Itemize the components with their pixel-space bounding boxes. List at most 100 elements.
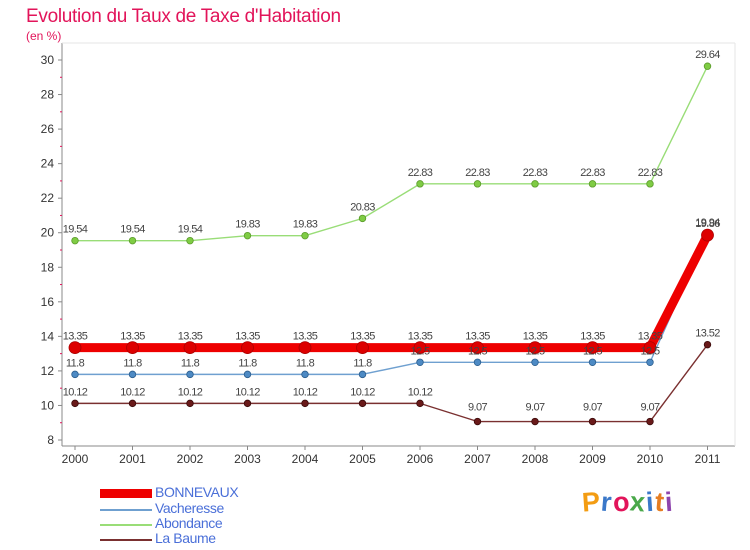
data-label-la-baume: 10.12 bbox=[293, 386, 318, 398]
data-point-bonnevaux bbox=[586, 341, 599, 354]
data-label-vacheresse: 11.8 bbox=[66, 357, 85, 369]
data-label-abondance: 19.54 bbox=[63, 224, 88, 236]
data-point-vacheresse bbox=[71, 370, 79, 379]
data-label-bonnevaux: 13.35 bbox=[465, 331, 490, 343]
data-label-la-baume: 13.52 bbox=[695, 328, 720, 340]
data-label-bonnevaux: 13.35 bbox=[408, 331, 433, 343]
data-point-la-baume bbox=[531, 417, 539, 426]
data-point-la-baume bbox=[646, 417, 654, 426]
data-point-bonnevaux bbox=[68, 341, 82, 354]
chart-subtitle: (en %) bbox=[26, 29, 62, 43]
x-tick-label: 2006 bbox=[407, 452, 434, 466]
data-label-la-baume: 10.12 bbox=[63, 386, 88, 398]
data-point-abondance bbox=[243, 231, 252, 240]
data-point-bonnevaux bbox=[298, 341, 312, 354]
y-tick-label: 18 bbox=[41, 260, 55, 274]
y-tick-label: 26 bbox=[41, 122, 55, 136]
data-point-vacheresse bbox=[473, 358, 482, 366]
y-tick-label: 10 bbox=[41, 398, 55, 412]
legend-label-bonnevaux: BONNEVAUX bbox=[155, 484, 239, 500]
data-point-vacheresse bbox=[243, 370, 252, 379]
data-point-abondance bbox=[128, 236, 137, 245]
data-label-la-baume: 9.07 bbox=[640, 402, 659, 414]
data-point-la-baume bbox=[128, 399, 137, 408]
y-tick-label: 8 bbox=[47, 433, 54, 447]
data-label-bonnevaux: 13.35 bbox=[580, 331, 605, 343]
x-tick-label: 2009 bbox=[579, 452, 606, 466]
x-tick-label: 2011 bbox=[695, 452, 721, 466]
data-label-abondance: 22.83 bbox=[523, 167, 548, 179]
y-tick-label: 24 bbox=[41, 157, 55, 171]
data-point-abondance bbox=[473, 180, 482, 188]
data-point-vacheresse bbox=[186, 370, 194, 379]
data-label-vacheresse: 12.5 bbox=[410, 345, 429, 357]
data-point-vacheresse bbox=[301, 370, 309, 379]
data-point-la-baume bbox=[473, 417, 482, 426]
data-point-bonnevaux bbox=[528, 341, 542, 354]
legend-label-la-baume: La Baume bbox=[155, 530, 216, 546]
data-label-vacheresse: 11.8 bbox=[353, 357, 372, 369]
data-point-bonnevaux bbox=[126, 341, 139, 354]
y-tick-label: 14 bbox=[41, 329, 55, 343]
data-point-bonnevaux bbox=[413, 341, 427, 354]
data-label-bonnevaux: 13.35 bbox=[638, 331, 663, 343]
legend-swatch-la-baume bbox=[100, 539, 152, 541]
data-point-la-baume bbox=[588, 417, 597, 426]
y-tick-label: 16 bbox=[41, 295, 55, 309]
data-label-vacheresse: 11.8 bbox=[123, 357, 142, 369]
data-label-la-baume: 9.07 bbox=[583, 402, 602, 414]
x-tick-label: 2010 bbox=[637, 452, 664, 466]
data-label-la-baume: 10.12 bbox=[235, 386, 260, 398]
data-point-abondance bbox=[358, 214, 367, 223]
data-point-bonnevaux bbox=[471, 341, 484, 354]
data-point-vacheresse bbox=[128, 370, 137, 379]
data-label-bonnevaux: 13.35 bbox=[178, 331, 203, 343]
data-label-la-baume: 10.12 bbox=[178, 386, 203, 398]
y-tick-label: 12 bbox=[41, 364, 55, 378]
data-label-abondance: 19.54 bbox=[178, 224, 203, 236]
data-label-abondance: 19.54 bbox=[120, 224, 145, 236]
data-point-bonnevaux bbox=[701, 228, 714, 242]
data-label-vacheresse: 19.94 bbox=[695, 217, 720, 229]
data-label-la-baume: 10.12 bbox=[120, 386, 145, 398]
data-point-vacheresse bbox=[416, 358, 424, 366]
data-label-abondance: 22.83 bbox=[580, 167, 605, 179]
proxiti-logo: Proxiti bbox=[581, 486, 674, 518]
data-point-la-baume bbox=[243, 399, 252, 408]
data-label-abondance: 22.83 bbox=[638, 167, 663, 179]
x-tick-label: 2000 bbox=[62, 452, 89, 466]
x-tick-label: 2003 bbox=[234, 452, 261, 466]
legend-swatch-bonnevaux bbox=[100, 489, 152, 498]
data-label-bonnevaux: 13.35 bbox=[120, 331, 145, 343]
data-label-bonnevaux: 13.35 bbox=[235, 331, 260, 343]
data-point-la-baume bbox=[416, 399, 424, 408]
legend-label-abondance: Abondance bbox=[155, 515, 223, 531]
data-point-vacheresse bbox=[646, 358, 654, 366]
y-tick-label: 28 bbox=[41, 88, 55, 102]
data-label-abondance: 22.83 bbox=[465, 167, 490, 179]
data-point-la-baume bbox=[358, 399, 367, 408]
data-point-abondance bbox=[588, 180, 597, 188]
data-point-bonnevaux bbox=[356, 341, 369, 354]
data-point-la-baume bbox=[301, 399, 309, 408]
data-label-bonnevaux: 19.86 bbox=[695, 218, 720, 230]
data-label-abondance: 29.64 bbox=[695, 49, 720, 61]
data-label-la-baume: 10.12 bbox=[350, 386, 375, 398]
data-label-vacheresse: 12.5 bbox=[583, 345, 602, 357]
data-point-bonnevaux bbox=[183, 341, 197, 354]
data-label-la-baume: 10.12 bbox=[408, 386, 433, 398]
data-point-abondance bbox=[703, 62, 712, 70]
series-line-la-baume bbox=[75, 344, 709, 423]
legend-swatch-abondance bbox=[100, 524, 152, 526]
data-label-vacheresse: 12.5 bbox=[468, 345, 487, 357]
data-label-la-baume: 9.07 bbox=[468, 402, 487, 414]
data-label-bonnevaux: 13.35 bbox=[293, 331, 318, 343]
x-tick-label: 2004 bbox=[292, 452, 319, 466]
x-tick-label: 2002 bbox=[177, 452, 204, 466]
chart-title: Evolution du Taux de Taxe d'Habitation bbox=[26, 6, 341, 27]
data-label-abondance: 22.83 bbox=[408, 167, 433, 179]
series-line-vacheresse bbox=[75, 233, 709, 376]
data-label-la-baume: 9.07 bbox=[525, 402, 544, 414]
data-label-vacheresse: 12.5 bbox=[640, 345, 659, 357]
